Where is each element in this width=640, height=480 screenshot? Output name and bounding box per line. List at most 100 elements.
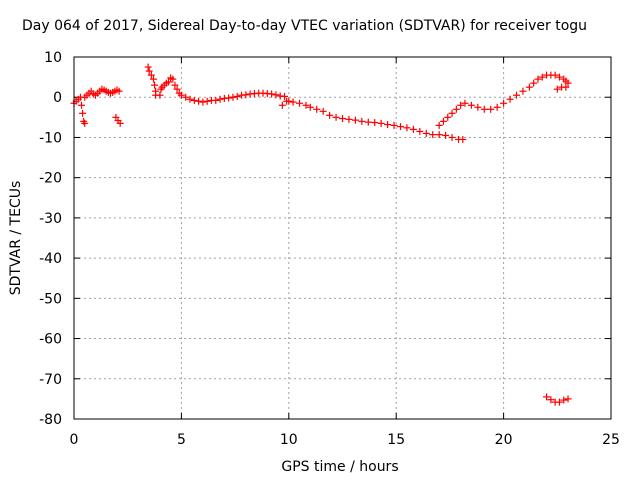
- data-point: [474, 103, 482, 111]
- data-point: [364, 118, 372, 126]
- data-point: [203, 97, 211, 105]
- data-point: [326, 111, 334, 119]
- data-point: [448, 133, 456, 141]
- data-point: [144, 63, 152, 71]
- data-point: [448, 109, 456, 117]
- data-point: [564, 79, 572, 87]
- data-point: [171, 81, 179, 89]
- data-point: [403, 124, 411, 132]
- data-point: [216, 95, 224, 103]
- data-point: [562, 83, 570, 91]
- data-point: [212, 96, 220, 104]
- data-point: [534, 75, 542, 83]
- data-point: [467, 101, 475, 109]
- x-axis-label: GPS time / hours: [281, 459, 398, 475]
- data-point: [145, 67, 153, 75]
- data-point: [547, 396, 555, 404]
- data-point: [435, 121, 443, 129]
- data-point: [313, 105, 321, 113]
- data-point: [78, 101, 86, 109]
- x-tick-label: 20: [495, 432, 513, 448]
- data-point: [173, 85, 181, 93]
- data-point: [165, 78, 173, 86]
- data-point: [81, 119, 89, 127]
- data-point: [525, 83, 533, 91]
- data-point: [345, 115, 353, 123]
- data-point: [147, 71, 155, 79]
- chart-title: Day 064 of 2017, Sidereal Day-to-day VTE…: [22, 18, 587, 34]
- y-tick-labels: 10 0 -10 -20 -30 -40 -50 -60 -70 -80: [39, 50, 62, 428]
- data-point: [435, 131, 443, 139]
- data-point: [530, 79, 538, 87]
- data-point: [416, 127, 424, 135]
- data-point: [512, 91, 520, 99]
- y-tick-label: -10: [39, 130, 62, 146]
- data-point: [551, 71, 559, 79]
- x-tick-labels: 0 5 10 15 20 25: [70, 432, 620, 448]
- y-axis-label: SDTVAR / TECUs: [8, 181, 24, 296]
- data-point: [116, 119, 124, 127]
- x-tick-label: 25: [602, 432, 620, 448]
- data-point: [452, 105, 460, 113]
- data-point: [296, 99, 304, 107]
- y-tick-label: 10: [44, 50, 62, 66]
- data-point: [396, 123, 404, 131]
- data-point: [229, 93, 237, 101]
- x-tick-label: 5: [177, 432, 186, 448]
- data-point: [319, 107, 327, 115]
- data-point: [225, 94, 233, 102]
- data-point: [442, 131, 450, 139]
- y-tick-label: -30: [39, 211, 62, 227]
- data-point: [151, 81, 159, 89]
- data-point: [519, 87, 527, 95]
- data-point: [199, 98, 207, 106]
- data-point: [272, 91, 280, 99]
- data-point: [169, 75, 177, 83]
- data-point: [156, 91, 164, 99]
- data-point: [332, 113, 340, 121]
- axis-ticks: [73, 56, 612, 420]
- data-point: [177, 91, 185, 99]
- data-point: [564, 395, 572, 403]
- y-tick-label: -40: [39, 251, 62, 267]
- data-point: [390, 121, 398, 129]
- data-point: [429, 131, 437, 139]
- data-point: [149, 75, 157, 83]
- data-point: [461, 99, 469, 107]
- data-point: [543, 393, 551, 401]
- data-point: [182, 93, 190, 101]
- data-point: [409, 125, 417, 133]
- data-point: [555, 73, 563, 81]
- data-point: [79, 109, 87, 117]
- data-point: [115, 87, 123, 95]
- y-tick-label: -70: [39, 372, 62, 388]
- plot-frame: [73, 56, 612, 420]
- data-point: [555, 398, 563, 406]
- data-point: [289, 98, 297, 106]
- data-point: [281, 92, 289, 100]
- x-tick-label: 0: [70, 432, 79, 448]
- y-tick-label: -50: [39, 291, 62, 307]
- data-point: [186, 95, 194, 103]
- gridlines: [74, 57, 611, 419]
- data-point: [500, 99, 508, 107]
- data-point: [358, 117, 366, 125]
- y-tick-label: -80: [39, 412, 62, 428]
- data-point: [339, 115, 346, 123]
- data-point: [242, 91, 250, 99]
- data-point: [190, 96, 198, 104]
- data-point: [351, 116, 359, 124]
- data-point: [457, 101, 465, 109]
- data-point: [538, 73, 546, 81]
- x-tick-label: 15: [387, 432, 405, 448]
- data-point: [302, 101, 310, 109]
- data-point: [459, 135, 467, 143]
- y-tick-label: 0: [53, 90, 62, 106]
- data-point: [480, 105, 488, 113]
- data-point: [195, 97, 203, 105]
- data-series: [70, 63, 572, 406]
- data-point: [439, 117, 447, 125]
- data-point: [371, 119, 379, 127]
- data-point: [560, 396, 568, 404]
